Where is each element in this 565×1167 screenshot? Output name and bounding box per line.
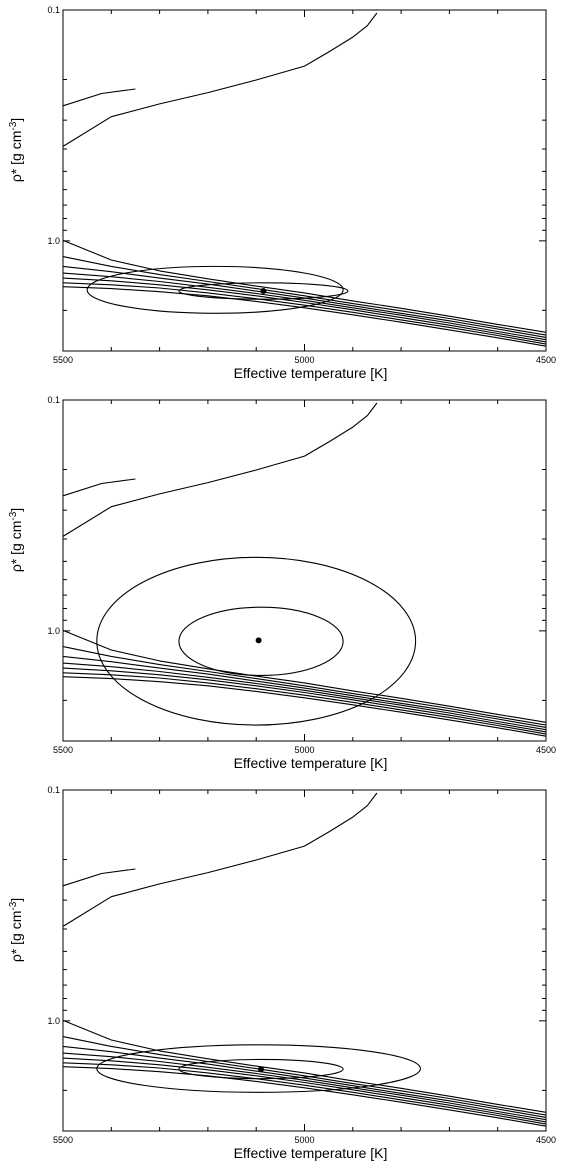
series-line-9: [62, 676, 547, 737]
series-line-8: [62, 672, 547, 735]
series-line-2: [62, 868, 136, 887]
x-axis-title: Effective temperature [K]: [234, 1145, 388, 1161]
x-tick-label: 4500: [536, 745, 556, 755]
series-line-6: [62, 272, 547, 341]
x-tick-label: 4500: [536, 1135, 556, 1145]
chart-panel-bottom: 5500 5000 4500 0.1 1.0 Effective temperature …: [8, 785, 556, 1161]
x-tick-label: 4500: [536, 355, 556, 365]
x-tick-label: 5500: [53, 1135, 73, 1145]
series-line-9: [62, 1066, 547, 1127]
data-point: [255, 637, 262, 644]
confidence-ellipse-2: [86, 265, 344, 314]
series-line-7: [62, 277, 547, 343]
data-point: [260, 288, 267, 295]
series-line-1: [62, 792, 378, 927]
confidence-ellipse-1: [178, 606, 344, 676]
series-line-3: [62, 1019, 547, 1113]
series-line-7: [62, 1057, 547, 1123]
y-axis-title: ρ* [g cm-3]: [8, 508, 24, 572]
y-axis-title: ρ* [g cm-3]: [8, 118, 24, 182]
series-line-8: [62, 1062, 547, 1125]
data-point: [258, 1066, 265, 1073]
x-axis-title: Effective temperature [K]: [234, 365, 388, 381]
confidence-ellipse-1: [178, 1058, 344, 1080]
series-line-6: [62, 1052, 547, 1121]
series-line-5: [62, 655, 547, 728]
series-line-3: [62, 239, 547, 333]
confidence-ellipse-2: [96, 1044, 421, 1093]
series-line-8: [62, 282, 547, 345]
x-tick-label: 5000: [294, 1135, 314, 1145]
series-line-6: [62, 662, 547, 731]
x-tick-label: 5500: [53, 745, 73, 755]
x-tick-label: 5000: [294, 355, 314, 365]
chart-panel-top: 5500 5000 4500 0.1 1.0 Effective temperature …: [8, 5, 556, 381]
series-line-9: [62, 286, 547, 347]
series-line-2: [62, 88, 136, 107]
confidence-ellipse-1: [178, 282, 349, 300]
y-tick-label: 0.1: [47, 785, 60, 795]
series-line-1: [62, 12, 378, 147]
series-line-1: [62, 402, 378, 537]
series-line-3: [62, 629, 547, 723]
y-axis-title: ρ* [g cm-3]: [8, 898, 24, 962]
y-tick-label: 0.1: [47, 395, 60, 405]
y-tick-label: 1.0: [47, 236, 60, 246]
x-tick-label: 5000: [294, 745, 314, 755]
series-line-4: [62, 256, 547, 336]
chart-panel-middle: 5500 5000 4500 0.1 1.0 Effective temperature …: [8, 395, 556, 771]
x-tick-label: 5500: [53, 355, 73, 365]
confidence-ellipse-2: [96, 556, 417, 726]
series-line-7: [62, 667, 547, 733]
y-tick-label: 0.1: [47, 5, 60, 15]
y-tick-label: 1.0: [47, 626, 60, 636]
series-line-4: [62, 646, 547, 726]
x-axis-title: Effective temperature [K]: [234, 755, 388, 771]
series-line-5: [62, 1045, 547, 1118]
series-line-4: [62, 1036, 547, 1116]
series-line-2: [62, 478, 136, 497]
y-tick-label: 1.0: [47, 1016, 60, 1026]
